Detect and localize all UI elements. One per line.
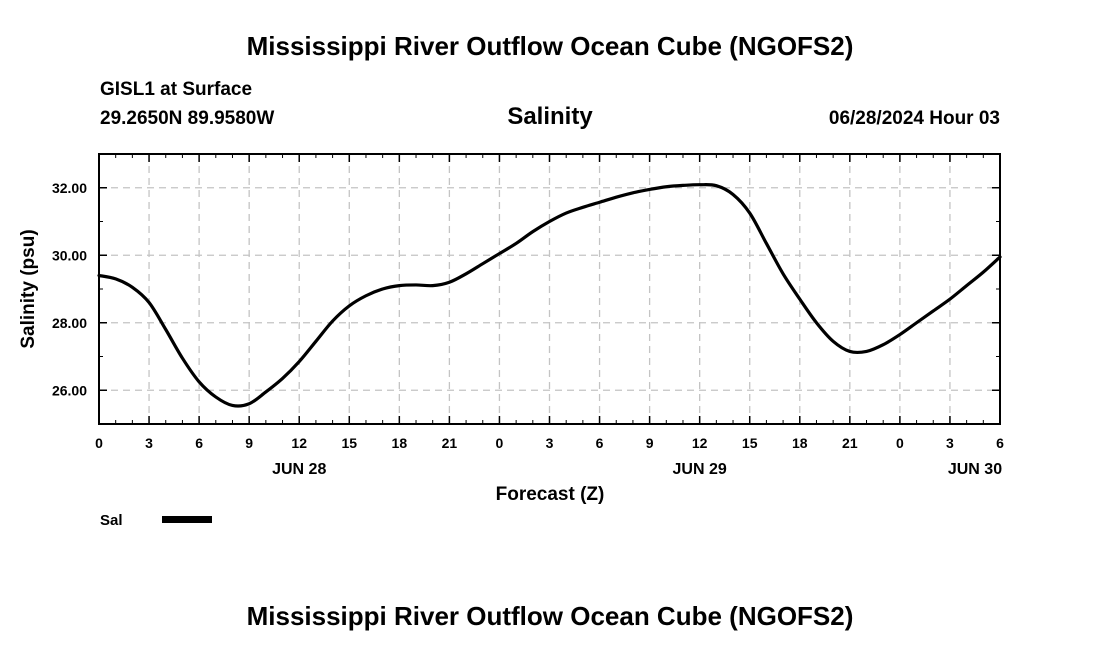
x-tick-label: 3 [546,435,554,451]
x-tick-label: 12 [291,435,307,451]
salinity-series-line [97,183,1002,408]
forecast-datetime: 06/28/2024 Hour 03 [829,108,1000,129]
x-tick-label: 15 [341,435,357,451]
legend-label-sal: Sal [100,512,123,529]
x-tick-label: 18 [392,435,408,451]
x-tick-label: 3 [145,435,153,451]
chart-title-bottom: Mississippi River Outflow Ocean Cube (NG… [247,601,854,631]
x-tick-label: 15 [742,435,758,451]
y-tick-label: 26.00 [52,382,87,398]
x-tick-label: 3 [946,435,954,451]
date-label: JUN 30 [948,461,1002,478]
x-axis-label: Forecast (Z) [496,484,605,505]
x-tick-label: 0 [95,435,103,451]
x-tick-label: 6 [195,435,203,451]
x-tick-label: 18 [792,435,808,451]
plot-frame [98,153,1001,425]
location-label: 29.2650N 89.9580W [100,108,274,129]
x-axis-ticks: 0 3 6 9 12 15 18 21 0 3 6 9 12 15 18 21 0 3 6 [95,154,1004,451]
x-tick-label: 0 [896,435,904,451]
date-label: JUN 28 [272,461,326,478]
x-tick-label: 9 [245,435,253,451]
x-tick-label: 6 [596,435,604,451]
y-tick-label: 32.00 [52,180,87,196]
x-tick-label: 0 [496,435,504,451]
grid-lines [99,154,1000,424]
x-tick-label: 21 [442,435,458,451]
station-label: GISL1 at Surface [100,79,252,100]
date-labels: JUN 28 JUN 29 JUN 30 [272,461,1002,478]
x-tick-label: 9 [646,435,654,451]
chart-title-top: Mississippi River Outflow Ocean Cube (NG… [247,31,854,61]
date-label: JUN 29 [673,461,727,478]
x-tick-label: 21 [842,435,858,451]
y-tick-label: 30.00 [52,247,87,263]
y-axis-label: Salinity (psu) [18,229,39,348]
chart-title: Salinity [507,103,593,130]
legend-swatch-sal [162,516,212,523]
x-tick-label: 12 [692,435,708,451]
y-tick-label: 28.00 [52,315,87,331]
x-tick-label: 6 [996,435,1004,451]
y-axis-ticks: 26.00 28.00 30.00 32.00 [52,180,1000,398]
